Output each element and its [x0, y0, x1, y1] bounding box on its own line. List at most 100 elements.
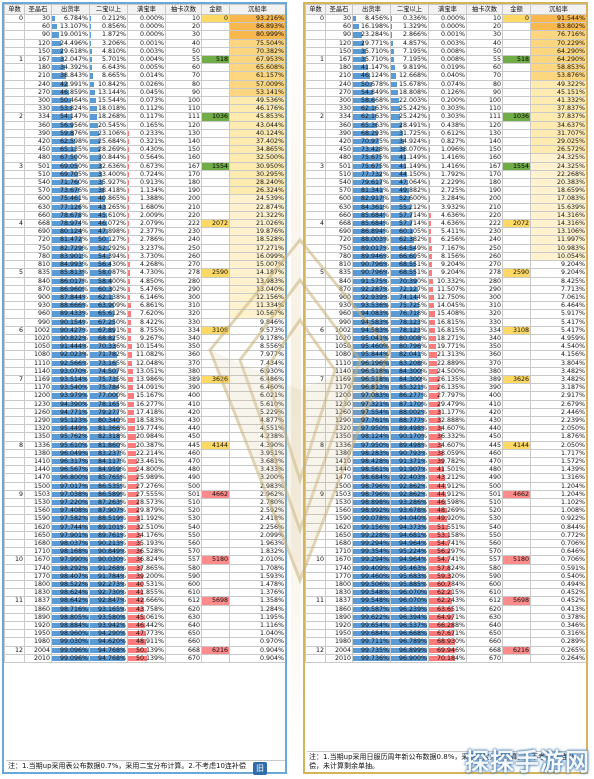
- cell-cost: [502, 63, 531, 73]
- data-bar: [353, 65, 369, 71]
- cell-miss-rate: 0.904%: [229, 645, 285, 655]
- cell-draw-count: 250: [466, 243, 503, 253]
- cell-value: 73.428%: [360, 146, 389, 154]
- cell-two-plus-rate: 92.847%: [89, 596, 128, 606]
- data-bar: [353, 221, 385, 227]
- cell-two-plus-rate: 94.290%: [89, 629, 128, 639]
- cell-saint-quartz: 1290: [24, 415, 52, 426]
- cell-cost: [201, 473, 230, 483]
- cell-pull-count: [4, 358, 25, 368]
- cell-saint-quartz: 1950: [325, 629, 353, 639]
- cell-value: 91.444%: [59, 343, 88, 351]
- cell-pull-count: [4, 407, 25, 417]
- table-row: 1890 98.805% 93.580% 45.061% 630 1.195%: [4, 612, 285, 623]
- cell-saint-quartz: 1500: [24, 481, 52, 491]
- cell-value: 96.070%: [398, 589, 427, 597]
- table-row: 1200 97.083% 86.277% 27.797% 400 2.917%: [305, 391, 586, 401]
- cell-value: 94.681%: [398, 531, 427, 539]
- cell-value: 85.684%: [360, 220, 389, 228]
- cell-value: 31.725%: [398, 129, 427, 137]
- data-bar: [90, 516, 123, 522]
- cell-two-plus-rate: 88.519%: [89, 514, 128, 524]
- table-row: 1830 99.548% 96.070% 62.215% 610 0.452%: [305, 588, 586, 598]
- data-bar: [90, 524, 123, 530]
- cell-two-plus-rate: 90.849%: [89, 547, 128, 557]
- cell-saint-quartz: 1290: [325, 415, 353, 426]
- cell-two-plus-rate: 47.064%: [390, 178, 429, 188]
- cell-miss-rate: 2.239%: [530, 415, 586, 426]
- cell-value: 73.676%: [59, 187, 88, 195]
- cell-draw-count: 370: [466, 358, 503, 368]
- table-row: 570 81.341% 49.882% 2.725% 190 18.659%: [305, 186, 586, 196]
- cell-saint-quartz: 90: [325, 30, 353, 40]
- table-row: 1860 99.587% 96.239% 63.651% 620 0.413%: [305, 604, 586, 614]
- cell-pull-count: [4, 71, 25, 81]
- cell-cost: [502, 309, 531, 319]
- cell-hit-rate: 94.583%: [352, 325, 391, 335]
- cell-hit-rate: 95.460%: [352, 342, 391, 352]
- data-bar: [52, 557, 89, 563]
- cell-value: 48.269%: [436, 507, 465, 515]
- cell-value: 0.000%: [440, 15, 465, 22]
- cell-pull-count: [305, 481, 326, 491]
- cell-value: 93.979%: [59, 392, 88, 400]
- cell-value: 1.872%: [101, 31, 126, 39]
- data-bar: [391, 458, 425, 465]
- cell-value: 39.782%: [436, 457, 465, 465]
- cell-max-rate: 45.061%: [127, 612, 166, 623]
- data-bar: [128, 491, 139, 497]
- cell-two-plus-rate: 94.373%: [390, 522, 429, 532]
- cell-cost: 2590: [201, 268, 230, 278]
- cell-cost: 0: [502, 13, 531, 24]
- cell-max-rate: 0.001%: [127, 38, 166, 48]
- cell-miss-rate: 3.804%: [530, 358, 586, 368]
- cell-max-rate: 2.009%: [127, 210, 166, 221]
- cell-value: 77.126%: [59, 203, 88, 211]
- table-row: 180 34.392% 6.643% 0.005% 60 65.608%: [4, 63, 285, 73]
- cell-cost: 518: [201, 55, 230, 65]
- cell-cost: 5698: [502, 596, 531, 606]
- cell-pull-count: [305, 358, 326, 368]
- cell-max-rate: 0.004%: [127, 55, 166, 65]
- cell-two-plus-rate: 60.105%: [390, 227, 429, 237]
- table-row: 1860 98.716% 93.165% 43.758% 620 1.284%: [4, 604, 285, 614]
- cell-draw-count: 445: [466, 440, 503, 450]
- cell-value: 97.761%: [360, 416, 389, 424]
- cell-value: 32.510%: [135, 523, 164, 531]
- cell-saint-quartz: 1500: [325, 481, 353, 491]
- cell-two-plus-rate: 74.144%: [390, 292, 429, 303]
- cell-miss-rate: 2.962%: [229, 489, 285, 499]
- cell-pull-count: [305, 473, 326, 483]
- cell-draw-count: 640: [165, 621, 202, 631]
- cell-saint-quartz: 1503: [325, 489, 353, 499]
- cell-draw-count: 300: [466, 292, 503, 303]
- cell-hit-rate: 98.168%: [51, 547, 90, 557]
- data-bar: [429, 409, 441, 415]
- table-row: 300 58.668% 22.003% 0.200% 100 41.332%: [305, 96, 586, 106]
- cell-two-plus-rate: 63.909%: [89, 301, 128, 311]
- cell-value: 32.636%: [97, 162, 126, 170]
- cell-value: 34.176%: [135, 531, 164, 539]
- cell-miss-rate: 2.256%: [229, 522, 285, 532]
- cell-saint-quartz: 1770: [325, 571, 353, 582]
- cell-saint-quartz: 1740: [24, 563, 52, 573]
- cell-value: 99.548%: [360, 589, 389, 597]
- cell-two-plus-rate: 43.265%: [89, 202, 128, 212]
- cell-value: 3.206%: [101, 39, 126, 47]
- cell-saint-quartz: 1590: [24, 514, 52, 524]
- cell-value: 62.215%: [436, 589, 465, 597]
- cell-max-rate: 11.082%: [127, 350, 166, 360]
- cell-pull-count: 10: [4, 555, 25, 565]
- data-bar: [128, 516, 140, 522]
- table-row: 1800 99.506% 95.885% 60.784% 600 0.494%: [305, 580, 586, 590]
- table-row: 2 334 62.163% 25.242% 0.303% 111 1036 37.837%: [305, 112, 586, 122]
- cell-pull-count: [4, 120, 25, 130]
- cell-two-plus-rate: 79.277%: [89, 407, 128, 417]
- cell-two-plus-rate: 3.206%: [89, 38, 128, 48]
- cell-value: 80.008%: [398, 334, 427, 342]
- data-bar: [429, 606, 453, 612]
- data-bar: [52, 401, 87, 407]
- cell-max-rate: 16.815%: [428, 317, 467, 327]
- cell-value: 96.668%: [398, 630, 427, 638]
- data-bar: [429, 303, 435, 309]
